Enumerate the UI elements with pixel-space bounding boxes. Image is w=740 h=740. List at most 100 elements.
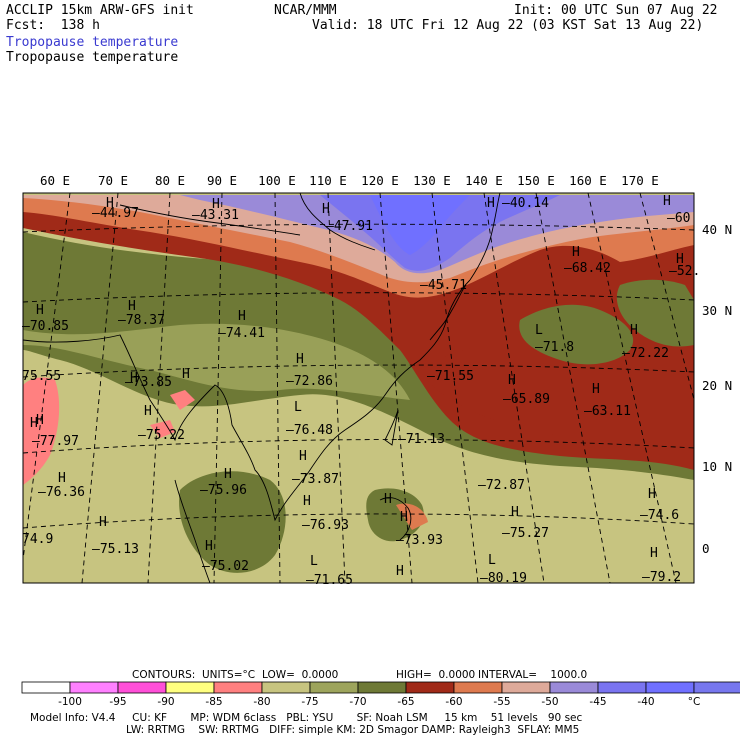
high-marker: H xyxy=(663,194,671,209)
high-marker: H xyxy=(130,371,138,386)
colorbar-swatch xyxy=(597,681,647,694)
longitude-label: 100 E xyxy=(258,173,296,188)
high-marker: H xyxy=(99,515,107,530)
low-marker: L xyxy=(488,553,496,568)
high-marker: H xyxy=(384,492,392,507)
high-marker: H xyxy=(36,413,44,428)
units-label: UNITS=°C xyxy=(202,669,256,681)
high-marker: H xyxy=(106,196,114,211)
colorbar-swatch xyxy=(309,681,359,694)
high-marker: H xyxy=(205,539,213,554)
longitude-label: 150 E xyxy=(517,173,555,188)
value-label: –76.48 xyxy=(286,423,333,438)
high-marker: H xyxy=(630,323,638,338)
colorbar-swatch xyxy=(117,681,167,694)
high-marker: H xyxy=(592,382,600,397)
value-label: –75.27 xyxy=(502,526,549,541)
map-frame xyxy=(22,192,695,584)
high-marker: H xyxy=(36,303,44,318)
latitude-label: 0 xyxy=(702,541,710,556)
longitude-labels: 60 E 70 E 80 E 90 E 100 E 110 E 120 E 130 E 140 … xyxy=(40,173,659,188)
value-label: –65.89 xyxy=(503,392,550,407)
longitude-label: 80 E xyxy=(155,173,185,188)
high-marker: H xyxy=(182,367,190,382)
high-marker: H xyxy=(144,404,152,419)
value-label: –71.13 xyxy=(398,432,445,447)
colorbar-tick-label: °C xyxy=(688,696,701,708)
colorbar-swatch xyxy=(69,681,119,694)
high-label: HIGH= 0.0000 xyxy=(396,669,476,681)
high-marker: H xyxy=(296,352,304,367)
colorbar-swatch xyxy=(213,681,263,694)
colorbar-swatch xyxy=(357,681,407,694)
value-label: –75.13 xyxy=(92,542,139,557)
longitude-label: 110 E xyxy=(309,173,347,188)
valid-time: Valid: 18 UTC Fri 12 Aug 22 (03 KST Sat … xyxy=(312,18,704,33)
latitude-label: 30 N xyxy=(702,303,732,318)
colorbar-tick-label: -100 xyxy=(58,696,82,708)
coastlines xyxy=(23,193,501,583)
value-label: –73.87 xyxy=(292,472,339,487)
colorbar-swatch xyxy=(501,681,551,694)
colorbar-tick-label: -90 xyxy=(157,696,174,708)
low-marker: L xyxy=(294,400,302,415)
longitude-label: 120 E xyxy=(361,173,399,188)
value-label: –77.97 xyxy=(32,434,79,449)
value-label: –43.31 xyxy=(192,208,239,223)
high-marker: H xyxy=(224,467,232,482)
colorbar-labels: -100 -95 -90 -85 -80 -75 -70 -65 -60 -55 -50 -45 -40… xyxy=(58,696,700,708)
colorbar-swatch xyxy=(645,681,695,694)
high-marker: H xyxy=(58,471,66,486)
low-label: LOW= 0.0000 xyxy=(262,669,339,681)
model-info-line: Model Info: V4.4 CU: KF MP: WDM 6class P… xyxy=(30,712,583,724)
value-label: –68.42 xyxy=(564,261,611,276)
value-label: –52. xyxy=(669,264,700,279)
high-marker: H xyxy=(508,373,516,388)
longitude-label: 160 E xyxy=(569,173,607,188)
value-label: –63.11 xyxy=(584,404,631,419)
colorbar-swatch xyxy=(261,681,311,694)
colorbar-tick-label: -55 xyxy=(493,696,510,708)
field-title-contour: Tropopause temperature xyxy=(6,50,179,65)
org-label: NCAR/MMM xyxy=(274,3,337,18)
longitude-label: 130 E xyxy=(413,173,451,188)
value-label: –45.71 xyxy=(420,278,467,293)
value-label: 75.55 xyxy=(22,369,61,384)
value-label: –40.14 xyxy=(502,196,549,211)
high-marker: H xyxy=(299,449,307,464)
value-label: –76.93 xyxy=(302,518,349,533)
high-marker: H xyxy=(303,494,311,509)
value-label: –72.86 xyxy=(286,374,333,389)
colorbar-swatch xyxy=(549,681,599,694)
value-label: –72.87 xyxy=(478,478,525,493)
longitude-label: 140 E xyxy=(465,173,503,188)
value-label: –70.85 xyxy=(22,319,69,334)
high-marker: H xyxy=(676,252,684,267)
high-marker: H xyxy=(212,197,220,212)
value-label: 74.9 xyxy=(22,532,53,547)
high-marker: H xyxy=(30,416,38,431)
low-marker: L xyxy=(535,323,543,338)
colorbar-tick-label: -60 xyxy=(445,696,462,708)
value-label: –75.96 xyxy=(200,483,247,498)
value-label: –71.8 xyxy=(535,340,574,355)
colorbar-tick-label: -65 xyxy=(397,696,414,708)
contours-label: CONTOURS: xyxy=(132,669,196,681)
value-label: –72.22 xyxy=(622,346,669,361)
colorbar-tick-label: -95 xyxy=(109,696,126,708)
value-label: –47.91 xyxy=(326,219,373,234)
colorbar-swatch xyxy=(693,681,740,694)
value-label: –76.36 xyxy=(38,485,85,500)
value-label: –74.41 xyxy=(218,326,265,341)
value-label: –78.37 xyxy=(118,313,165,328)
high-marker: H xyxy=(322,202,330,217)
colorbar-tick-label: -85 xyxy=(205,696,222,708)
forecast-hour: Fcst: 138 h xyxy=(6,18,100,33)
value-label: –80.19 xyxy=(480,571,527,586)
high-marker: H xyxy=(400,510,408,525)
latitude-labels: 40 N 30 N 20 N 10 N 0 xyxy=(702,222,732,556)
value-label: –74.6 xyxy=(640,508,679,523)
value-label: –75.02 xyxy=(202,559,249,574)
high-marker: H xyxy=(238,309,246,324)
map-shading xyxy=(23,193,694,583)
